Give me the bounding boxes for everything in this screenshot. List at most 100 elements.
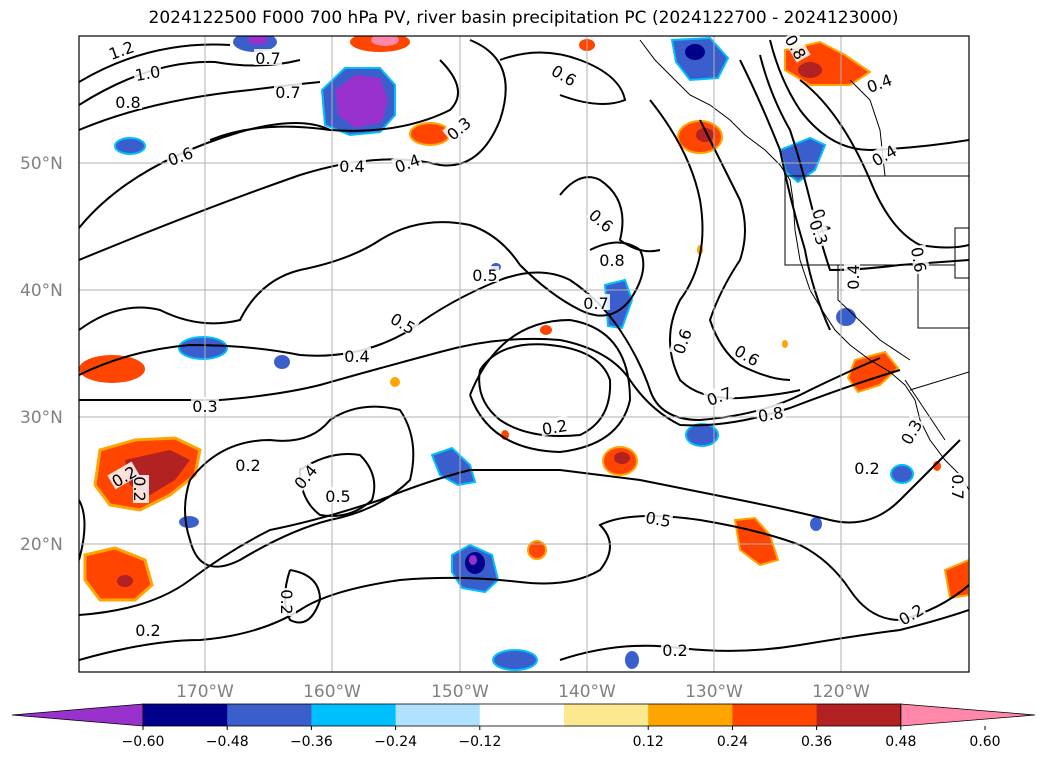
colorbar-extend-high [900, 703, 1036, 727]
colorbar-tick-label: −0.48 [206, 734, 249, 750]
colorbar-tick-label: 0.12 [633, 734, 664, 750]
colorbar-tick-label: −0.24 [374, 734, 417, 750]
colorbar-segment [564, 704, 649, 726]
contour-label: 0.5 [387, 309, 419, 338]
colorbar-segment [227, 704, 312, 726]
lat-label: 50°N [20, 154, 63, 174]
contour-label-bg [164, 142, 196, 168]
colorbar-frame [142, 703, 902, 727]
lon-label: 170°W [176, 682, 234, 702]
lon-label: 160°W [303, 682, 361, 702]
contour-label: 0.4 [344, 347, 369, 366]
contour-label-bg [844, 263, 860, 291]
contour-label-bg [951, 473, 967, 501]
colorbar-tick-label: −0.60 [122, 734, 165, 750]
contour-label-bg [289, 460, 320, 492]
contour-label-bg [324, 487, 352, 503]
contour-label-bg [853, 459, 881, 475]
lon-label: 130°W [685, 682, 743, 702]
contour-label: 0.4 [868, 141, 900, 170]
contour-label-bg [598, 251, 626, 267]
colorbar-tick-label: 0.60 [969, 734, 1000, 750]
latitude-labels: 50°N 40°N 30°N 20°N [20, 154, 63, 555]
contour-label: 0.2 [662, 641, 687, 660]
contour-label-bg [582, 294, 610, 310]
contour-label: 0.5 [644, 508, 672, 531]
contour-label-bg [191, 397, 219, 413]
contour-label-bg [909, 244, 931, 275]
contour-label-bg [387, 308, 420, 337]
contour-label: 0.6 [585, 205, 617, 236]
contour-label-bg [661, 641, 689, 657]
map-title: 2024122500 F000 700 hPa PV, river basin … [148, 8, 899, 28]
contour-label: 0.5 [325, 487, 350, 506]
pv-contours [79, 39, 969, 661]
colorbar-tick-label: 0.48 [885, 734, 916, 750]
contour-label-bg [548, 60, 581, 89]
contour-label: 0.7 [255, 49, 280, 68]
colorbar-tick-label: 0.24 [717, 734, 748, 750]
contour-label-bg [643, 507, 674, 529]
contour-label-bg [807, 216, 833, 248]
colorbar-tick-label: −0.36 [290, 734, 333, 750]
contour-label-bg [133, 475, 149, 503]
contour-label-bg [234, 456, 262, 472]
contour-label: 0.5 [472, 266, 497, 285]
contour-label-bg [343, 347, 371, 363]
colorbar-segment [143, 704, 228, 726]
contour-label-bg [338, 157, 366, 173]
map-frame [78, 35, 970, 673]
colorbar-segment [816, 704, 902, 726]
contour-label-bg [132, 61, 163, 83]
contour-label-bg [442, 112, 474, 143]
lat-label: 20°N [20, 535, 63, 555]
lon-label: 120°W [812, 682, 870, 702]
contour-label: 0.2 [130, 476, 149, 501]
contour-label: 0.2 [541, 416, 569, 439]
contour-label: 0.2 [854, 459, 879, 478]
contour-label-bg [114, 93, 142, 109]
lon-label: 140°W [558, 682, 616, 702]
contour-label-bg [134, 621, 162, 637]
precipitation-shading [79, 36, 969, 671]
contour-label-bg [867, 140, 900, 169]
colorbar-extend-low [11, 703, 144, 727]
contour-label: 0.8 [599, 251, 624, 270]
contour-label-bg [894, 599, 927, 628]
lat-label: 40°N [20, 281, 63, 301]
contour-label-bg [668, 325, 694, 357]
contour-label: 0.6 [731, 341, 763, 370]
colorbar-tick-label: 0.36 [801, 734, 832, 750]
contour-label: 0.4 [290, 461, 321, 493]
contour-label: 1.0 [134, 62, 162, 85]
contour-label-bg [539, 415, 570, 437]
colorbar-segment [648, 704, 733, 726]
contour-label: 0.6 [548, 61, 580, 90]
colorbar-segment [479, 704, 565, 726]
contour-label-bg [254, 49, 282, 65]
contour-label-bg [280, 588, 296, 616]
contour-label: 0.2 [235, 456, 260, 475]
colorbar: −0.60 −0.48 −0.36 −0.24 −0.12 0.12 0.24 0.36 0.4… [11, 703, 1036, 750]
contour-label-bg [782, 30, 811, 63]
contour-label-bg [863, 69, 895, 95]
contour-label: 0.7 [948, 474, 967, 499]
contour-label-bg [703, 382, 735, 408]
colorbar-segment [732, 704, 818, 726]
contour-label-bg [471, 266, 499, 282]
contour-label: 0.3 [192, 397, 217, 416]
contour-label: 0.3 [897, 416, 926, 448]
contour-label: 0.2 [277, 589, 296, 614]
graticule [79, 36, 969, 672]
contour-label: 0.8 [757, 403, 785, 426]
contour-label-bg [586, 204, 618, 235]
contour-label-bg [105, 36, 137, 62]
contour-label-bg [391, 149, 423, 175]
contour-label-bg [731, 340, 764, 369]
contour-label-bg [896, 415, 925, 448]
colorbar-segment [311, 704, 397, 726]
contour-label: 0.7 [275, 83, 300, 102]
contour-label: 0.4 [339, 157, 364, 176]
contour-label: 0.4 [844, 264, 863, 289]
